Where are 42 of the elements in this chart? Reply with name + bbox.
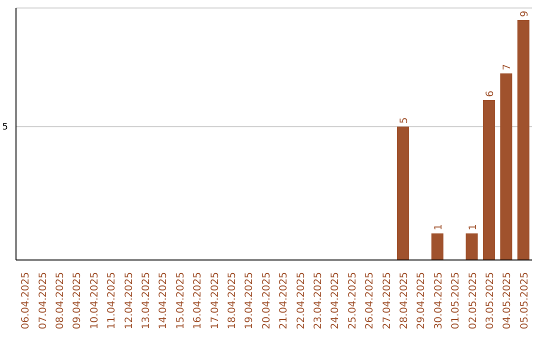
x-tick-label: 11.04.2025 [106,272,118,330]
bar [482,100,495,260]
data-label: 9 [519,10,530,17]
x-tick-label: 02.05.2025 [468,272,479,330]
x-tick-label: 03.05.2025 [485,272,496,330]
x-tick-label: 14.04.2025 [158,272,170,330]
x-tick-label: 29.04.2025 [416,272,428,330]
x-tick-label: 01.05.2025 [450,272,462,330]
x-tick-label: 25.04.2025 [347,272,358,330]
x-tick-label: 08.04.2025 [55,272,66,330]
bar [466,233,478,260]
x-tick-label: 20.04.2025 [261,272,272,330]
data-label: 7 [502,64,514,70]
data-label: 1 [468,224,479,230]
x-tick-label: 17.04.2025 [210,272,221,330]
x-tick-label: 28.04.2025 [399,272,410,330]
data-label: 1 [433,224,444,230]
x-tick-label: 19.04.2025 [244,272,256,330]
bar [500,73,512,260]
x-tick-label: 09.04.2025 [72,272,84,330]
x-tick-label: 04.05.2025 [502,272,514,330]
x-tick-label: 26.04.2025 [364,272,376,330]
x-tick-label: 10.04.2025 [89,272,100,330]
x-tick-label: 06.04.2025 [20,272,32,330]
data-label: 5 [398,117,410,124]
x-tick-label: 12.04.2025 [124,272,135,330]
bar [396,126,409,260]
x-tick-label: 15.04.2025 [175,272,186,330]
x-tick-label: 16.04.2025 [192,272,204,330]
x-tick-label: 13.04.2025 [141,272,152,330]
x-tick-label: 22.04.2025 [296,272,307,330]
x-tick-label: 18.04.2025 [227,272,238,330]
x-tick-label: 21.04.2025 [278,272,290,330]
x-tick-label: 07.04.2025 [38,272,49,330]
x-tick-label: 05.05.2025 [519,272,530,330]
bar [517,20,530,260]
x-tick-label: 23.04.2025 [313,272,324,330]
data-label: 6 [484,90,496,97]
x-tick-label: 27.04.2025 [382,272,393,330]
x-tick-label: 24.04.2025 [330,272,342,330]
bar [431,233,444,260]
x-tick-label: 30.04.2025 [433,272,444,330]
